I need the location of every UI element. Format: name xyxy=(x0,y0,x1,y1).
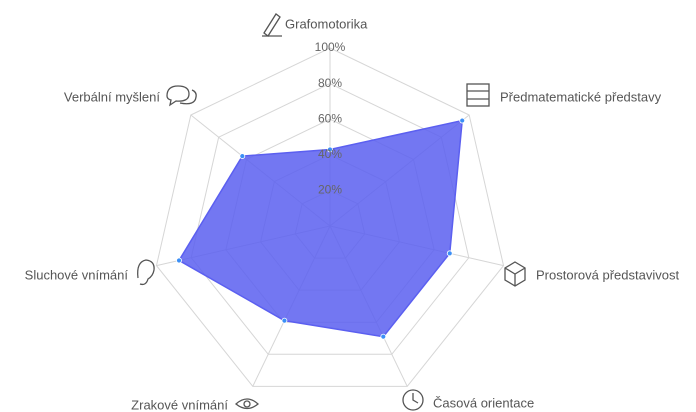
clock-hands xyxy=(412,393,419,404)
axis-label: Prostorová představivost xyxy=(536,267,679,282)
abacus-rods xyxy=(467,90,489,100)
icons xyxy=(137,13,526,411)
grid-ring xyxy=(155,47,505,387)
data-point xyxy=(459,117,466,124)
axis-label: Sluchové vnímání xyxy=(25,267,129,282)
data-point xyxy=(281,317,288,324)
tick-label: 20% xyxy=(318,183,342,197)
clock-icon xyxy=(402,389,424,411)
data-point xyxy=(380,333,387,340)
data-point xyxy=(239,153,246,159)
tick-label: 100% xyxy=(315,40,346,54)
ear-icon xyxy=(137,259,155,286)
abacus-icon xyxy=(466,83,490,107)
axis-label: Zrakové vnímání xyxy=(131,397,228,412)
axis-label: Verbální myšlení xyxy=(64,89,160,104)
tick-label: 80% xyxy=(318,76,342,90)
tick-label: 60% xyxy=(318,111,342,125)
tick-label: 40% xyxy=(318,147,342,161)
data-point xyxy=(446,250,453,257)
cube-icon xyxy=(504,261,526,287)
axis-label: Grafomotorika xyxy=(285,16,368,31)
pencil-icon xyxy=(262,13,282,37)
axis-label: Časová orientace xyxy=(433,395,534,410)
speech-icon xyxy=(166,85,190,107)
eye-pupil xyxy=(243,400,251,408)
radar-area xyxy=(177,119,464,338)
eye-icon xyxy=(235,398,259,410)
speech-icon-2 xyxy=(179,89,197,105)
axis-label: Předmatematické představy xyxy=(500,89,662,104)
data-point xyxy=(327,146,333,153)
data-point xyxy=(176,257,182,264)
